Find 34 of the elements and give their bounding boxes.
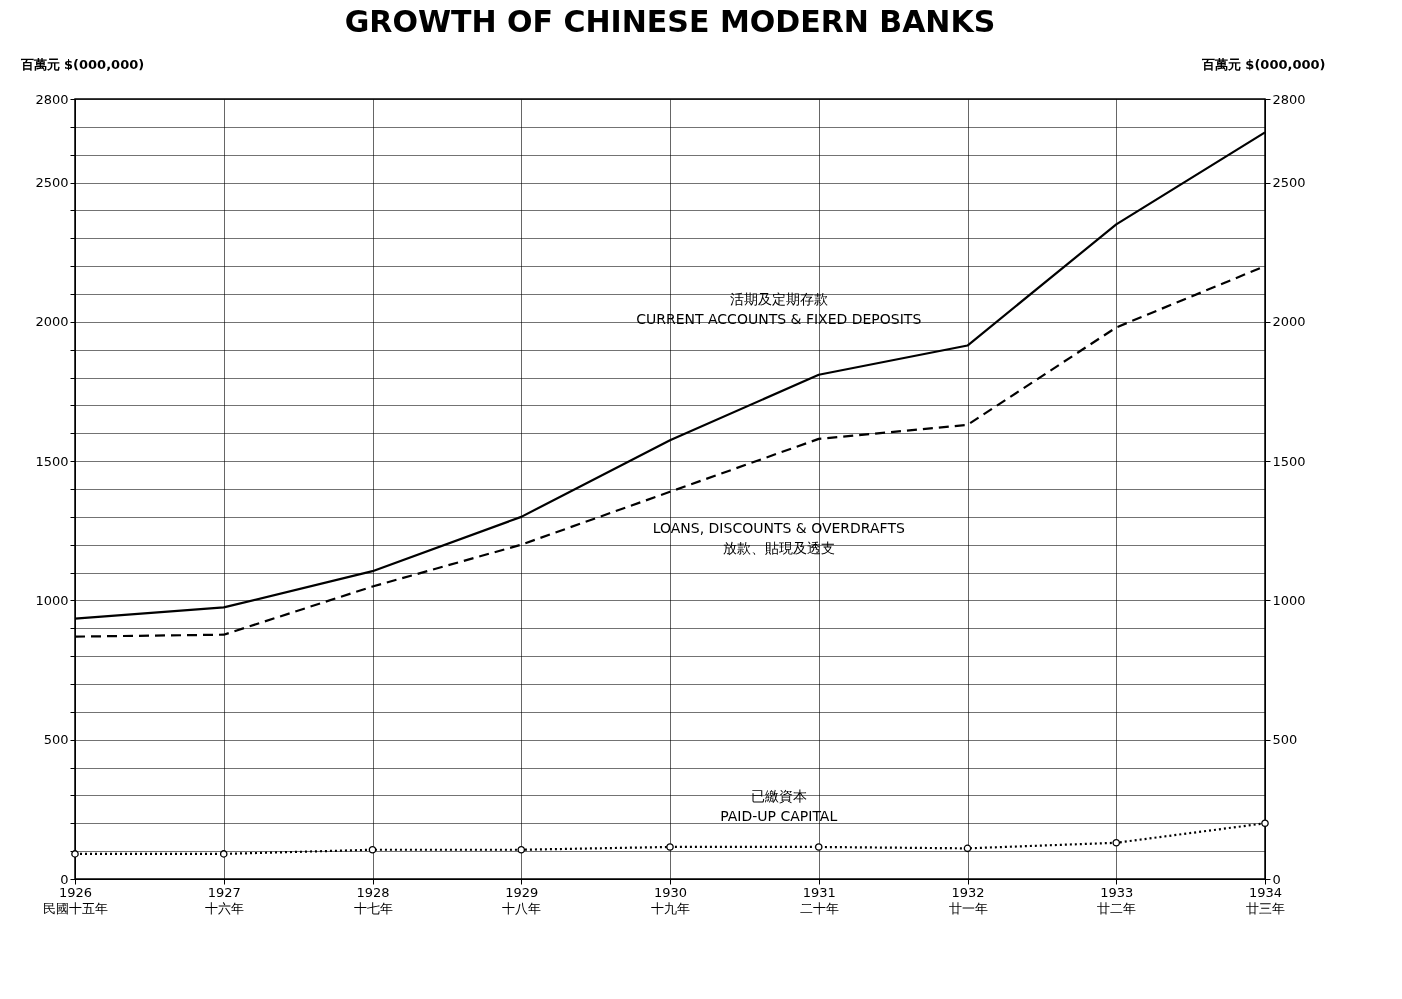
y-tick-label: 2000 <box>35 314 69 330</box>
point <box>1112 838 1121 847</box>
y2-tick-label: 1000 <box>1272 592 1306 608</box>
x-tick-label: 1934 廿三年 <box>1246 884 1285 916</box>
x-tick-label: 1928 十七年 <box>353 884 393 916</box>
y-axis-title: 百萬元 $(000,000) <box>19 56 145 72</box>
y-tick-label: 0 <box>60 871 69 887</box>
point <box>963 844 972 853</box>
y-tick-label: 2800 <box>35 91 69 107</box>
y2-axis-title: 百萬元 $(000,000) <box>1200 56 1326 72</box>
point <box>517 845 526 854</box>
y2-tick-label: 1500 <box>1272 453 1306 469</box>
chart-title: GROWTH OF CHINESE MODERN BANKS <box>344 4 996 39</box>
point <box>666 843 674 851</box>
y2-tick-label: 500 <box>1272 732 1298 748</box>
y-tick-label: 1500 <box>35 453 69 469</box>
point <box>814 843 823 851</box>
x-tick-label: 1926 民國十五年 <box>43 884 108 916</box>
x-tick-label: 1929 十八年 <box>502 884 542 916</box>
x-tick-label: 1931 二十年 <box>799 884 839 916</box>
y-tick-label: 1000 <box>35 592 69 608</box>
y2-tick-label: 2800 <box>1272 91 1306 107</box>
y2-tick-label: 2500 <box>1272 175 1306 191</box>
y-tick-label: 500 <box>43 732 69 748</box>
x-tick-label: 1930 十九年 <box>651 884 690 916</box>
y2-tick-label: 2000 <box>1272 314 1306 330</box>
x-tick-label: 1933 廿二年 <box>1097 884 1137 916</box>
point <box>1261 819 1269 828</box>
point <box>368 845 377 854</box>
y-tick-label: 2500 <box>35 175 69 191</box>
x-tick-label: 1927 十六年 <box>204 884 244 916</box>
x-tick-label: 1932 廿一年 <box>948 884 988 916</box>
point <box>219 850 228 858</box>
y2-tick-label: 0 <box>1272 871 1281 887</box>
